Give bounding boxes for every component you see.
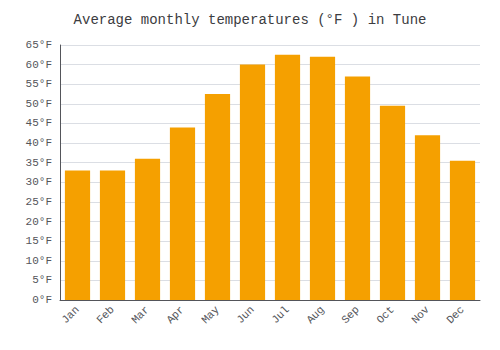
svg-text:Nov: Nov <box>409 303 432 326</box>
svg-text:Jan: Jan <box>59 304 81 326</box>
svg-text:15°F: 15°F <box>26 235 52 247</box>
svg-text:50°F: 50°F <box>26 98 52 110</box>
svg-text:60°F: 60°F <box>26 59 52 71</box>
svg-text:10°F: 10°F <box>26 255 52 267</box>
svg-text:Oct: Oct <box>374 304 396 326</box>
svg-text:Average monthly temperatures (: Average monthly temperatures (°F ) in Tu… <box>74 12 427 28</box>
svg-text:Dec: Dec <box>444 304 466 326</box>
svg-text:Sep: Sep <box>339 304 361 326</box>
svg-text:May: May <box>199 303 222 326</box>
svg-text:Feb: Feb <box>94 304 116 326</box>
svg-text:45°F: 45°F <box>26 117 52 129</box>
svg-text:35°F: 35°F <box>26 157 52 169</box>
svg-text:30°F: 30°F <box>26 176 52 188</box>
svg-text:55°F: 55°F <box>26 78 52 90</box>
svg-text:Mar: Mar <box>129 304 151 326</box>
svg-text:65°F: 65°F <box>26 39 52 51</box>
svg-text:Jul: Jul <box>269 304 291 326</box>
svg-text:25°F: 25°F <box>26 196 52 208</box>
svg-text:40°F: 40°F <box>26 137 52 149</box>
svg-text:20°F: 20°F <box>26 216 52 228</box>
svg-text:Jun: Jun <box>234 304 256 326</box>
svg-text:0°F: 0°F <box>32 294 52 306</box>
svg-text:5°F: 5°F <box>32 274 52 286</box>
svg-text:Apr: Apr <box>164 304 186 326</box>
svg-text:Aug: Aug <box>304 304 326 326</box>
